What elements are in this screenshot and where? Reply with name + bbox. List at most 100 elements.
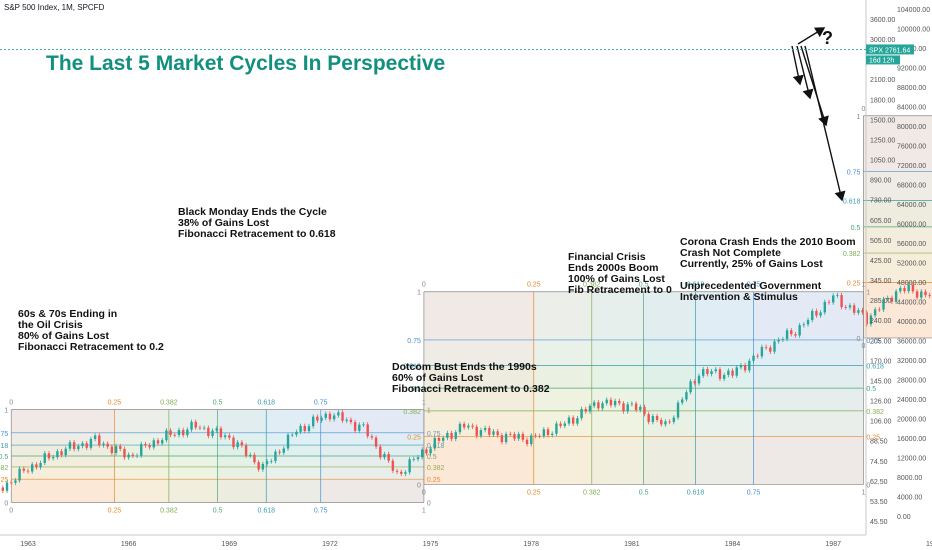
candle-body <box>681 399 684 403</box>
countdown-text: 16d 12h <box>869 57 894 64</box>
projection-arrow <box>797 27 826 45</box>
volume-tick-label: 52000.00 <box>897 261 926 268</box>
volume-tick-label: 48000.00 <box>897 280 926 287</box>
annotation-line: Financial Crisis <box>568 251 646 263</box>
candle-body <box>374 437 378 447</box>
candle-body <box>651 416 655 423</box>
candle-body <box>26 470 30 472</box>
candle-body <box>202 427 206 429</box>
candle-body <box>538 435 541 437</box>
price-tick-label: 425.00 <box>870 258 892 265</box>
candle-body <box>840 295 843 308</box>
fib-level-label: 0.75 <box>847 169 861 176</box>
price-tick-label: 45.50 <box>870 519 888 526</box>
candle-body <box>433 438 436 449</box>
volume-tick-label: 8000.00 <box>897 475 922 482</box>
candle-body <box>106 443 109 447</box>
candle-body <box>676 402 680 418</box>
candle-body <box>30 464 34 472</box>
fib-level-label: 0.25 <box>847 280 861 287</box>
candle-body <box>81 443 84 447</box>
candle-body <box>743 365 747 371</box>
time-tick-label: 1984 <box>725 541 741 548</box>
candle-body <box>790 330 793 335</box>
candle-body <box>173 434 176 436</box>
candle-body <box>479 430 483 436</box>
volume-tick-label: 36000.00 <box>897 339 926 346</box>
fib-time-label-bottom: 0.382 <box>160 507 178 514</box>
volume-tick-label: 100000.00 <box>897 27 930 34</box>
candle-body <box>626 404 629 412</box>
fib-level-label-right: 0.5 <box>866 386 876 393</box>
volume-tick-label: 0.00 <box>897 514 911 521</box>
candle-body <box>425 449 428 454</box>
annotation-line: Fib Retracement to 0 <box>568 284 672 296</box>
candle-body <box>832 295 835 303</box>
candle-body <box>907 284 910 292</box>
time-tick-label: 1981 <box>624 541 640 548</box>
candle-body <box>601 403 604 409</box>
question-mark: ? <box>822 28 833 48</box>
candle-body <box>14 480 17 483</box>
candle-body <box>47 453 51 459</box>
candle-body <box>93 435 97 439</box>
candle-body <box>584 408 587 412</box>
annotation-cycle-5: Corona Crash Ends the 2010 Boom Crash Not… <box>680 237 856 303</box>
candle-body <box>161 440 164 444</box>
candle-body <box>496 431 499 436</box>
annotation-cycle-2: Black Monday Ends the Cycle 38% of Gains … <box>178 207 336 240</box>
candle-body <box>186 429 189 436</box>
fib-level-label-right: 0.382 <box>427 465 445 472</box>
candle-body <box>462 423 466 428</box>
fib-level-label: 0.25 <box>407 434 421 441</box>
candle-body <box>56 451 59 458</box>
candle-body <box>534 435 537 437</box>
candle-body <box>580 408 583 419</box>
last-price-text: SPX 2761.64 <box>869 47 910 54</box>
candle-body <box>458 423 462 433</box>
fib-time-label-bottom: 0.382 <box>583 490 601 497</box>
annotation-line: Corona Crash Ends the 2010 Boom <box>680 236 856 248</box>
candle-body <box>446 432 449 438</box>
price-tick-label: 88.50 <box>870 439 888 446</box>
candle-body <box>630 403 634 405</box>
candle-body <box>328 413 332 420</box>
candle-body <box>22 468 26 471</box>
fib-time-label-bottom: 0 <box>9 507 13 514</box>
fib-time-label: 0.382 <box>583 282 601 289</box>
candle-body <box>307 426 311 432</box>
candle-body <box>177 429 181 436</box>
candle-body <box>848 305 852 308</box>
candle-body <box>806 320 810 325</box>
candle-body <box>869 315 873 325</box>
fib-level-label: 0.382 <box>843 251 861 258</box>
candle-body <box>823 301 827 313</box>
price-tick-label: 3600.00 <box>870 17 895 24</box>
candle-body <box>718 369 722 379</box>
annotation-line: Ends 2000s Boom <box>568 262 659 274</box>
candle-body <box>261 463 265 470</box>
candle-body <box>324 413 327 418</box>
candle-body <box>152 440 156 448</box>
candle-body <box>278 451 281 453</box>
annotation-cycle-4: Financial Crisis Ends 2000s Boom 100% of G… <box>568 252 672 296</box>
candle-body <box>207 427 210 436</box>
candle-body <box>643 406 646 415</box>
fib-level-label: 0 <box>856 336 860 343</box>
candle-body <box>525 439 529 445</box>
projection-arrow <box>804 45 846 202</box>
fib-level-label: 0.5 <box>851 225 861 232</box>
volume-tick-label: 16000.00 <box>897 436 926 443</box>
fib-level-label: 0 <box>417 483 421 490</box>
last-price-tag <box>866 44 914 55</box>
fib-band <box>863 115 932 172</box>
candle-body <box>735 367 738 376</box>
candle-body <box>521 433 525 440</box>
candle-body <box>270 461 273 462</box>
projection-arrow <box>800 45 829 127</box>
annotation-line: 38% of Gains Lost <box>178 217 270 229</box>
candle-body <box>228 435 231 438</box>
candle-body <box>488 428 491 435</box>
fib-time-label-bottom: 0.618 <box>687 490 705 497</box>
